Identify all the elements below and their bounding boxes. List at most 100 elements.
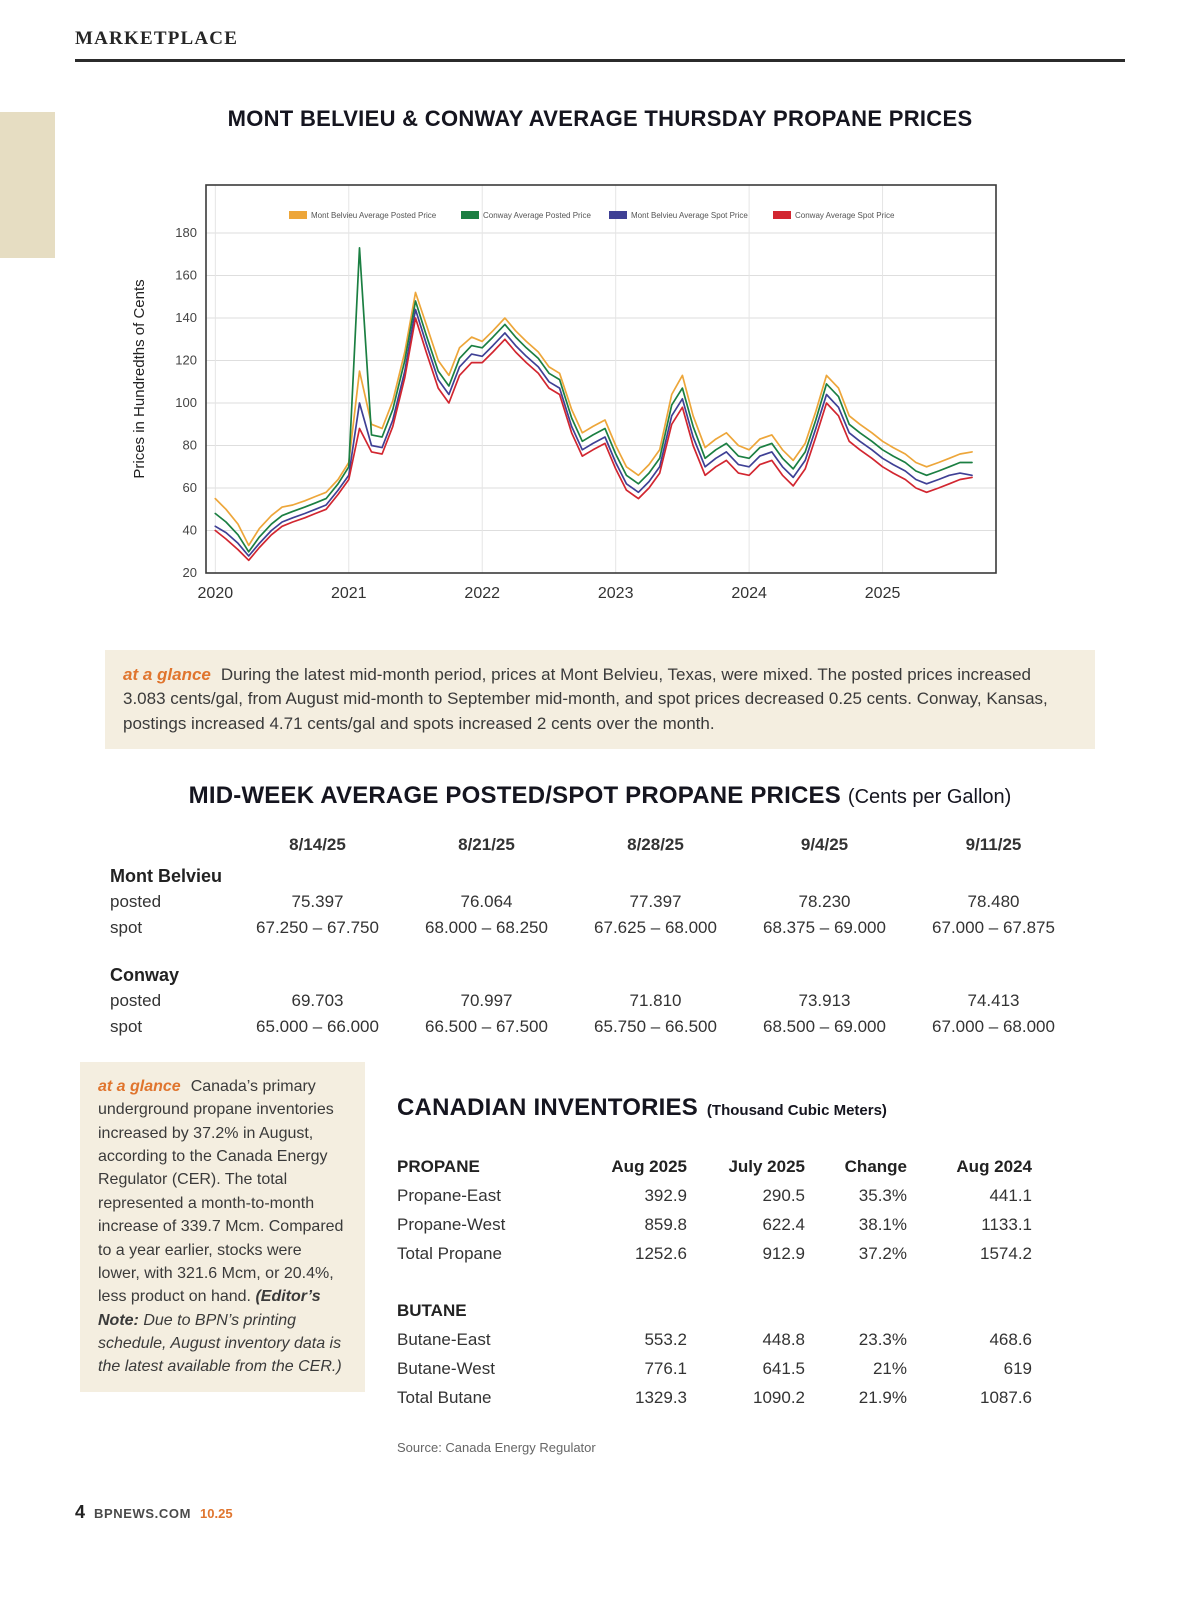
legend-label: Conway Average Posted Price [483, 211, 591, 220]
table-row: Butane-East 553.2 448.8 23.3% 468.6 [397, 1325, 1037, 1354]
row-label: posted [110, 892, 162, 911]
y-tick-label: 140 [175, 310, 197, 325]
section-kicker: MARKETPLACE [75, 28, 239, 49]
price-cell: 69.703 [291, 991, 344, 1010]
table-row: posted 69.703 70.997 71.810 73.913 74.41… [78, 988, 1078, 1014]
y-tick-label: 60 [183, 480, 197, 495]
at-a-glance-label: at a glance [98, 1078, 181, 1095]
propane-price-line-chart: 20 40 60 80 100 120 140 160 180 2020 2021 2022 2023 2… [131, 184, 997, 602]
legend-swatch [289, 211, 307, 219]
inv-cell: 38.1% [858, 1215, 907, 1234]
x-tick-label: 2020 [198, 585, 234, 602]
editors-note-text: Due to BPN’s printing schedule, August i… [98, 1311, 342, 1376]
at-a-glance-inventories-box: at a glance Canada’s primary underground … [80, 1062, 365, 1392]
inv-cell: 290.5 [762, 1186, 805, 1205]
canadian-inventories-title: CANADIAN INVENTORIES [397, 1094, 698, 1121]
price-cell: 67.000 – 68.000 [932, 1017, 1055, 1036]
inv-cell: 553.2 [644, 1330, 687, 1349]
price-cell: 68.375 – 69.000 [763, 918, 886, 937]
table-row: Total Propane 1252.6 912.9 37.2% 1574.2 [397, 1239, 1037, 1268]
at-a-glance-label: at a glance [123, 665, 211, 684]
inv-cell: 1133.1 [981, 1215, 1032, 1234]
inv-cell: 1090.2 [753, 1388, 805, 1407]
table-row: Propane-East 392.9 290.5 35.3% 441.1 [397, 1181, 1037, 1210]
legend-label: Mont Belvieu Average Spot Price [631, 211, 748, 220]
legend-swatch [461, 211, 479, 219]
inv-cell: 23.3% [858, 1330, 907, 1349]
midweek-price-table: 8/14/25 8/21/25 8/28/25 9/4/25 9/11/25 M… [78, 832, 1078, 1040]
series-line [214, 291, 973, 547]
inv-cell: 1252.6 [635, 1244, 687, 1263]
legend-swatch [609, 211, 627, 219]
x-tick-label: 2023 [598, 585, 634, 602]
legend-label: Conway Average Spot Price [795, 211, 895, 220]
price-cell: 76.064 [460, 892, 513, 911]
inv-cell: 1574.2 [980, 1244, 1032, 1263]
y-tick-label: 160 [175, 268, 197, 283]
date-header: 8/21/25 [458, 835, 515, 854]
column-header: July 2025 [728, 1157, 805, 1176]
x-tick-label: 2022 [464, 585, 500, 602]
at-a-glance-prices-box: at a glance During the latest mid-month p… [105, 650, 1095, 749]
inv-cell: 441.1 [989, 1186, 1032, 1205]
y-axis-title: Prices in Hundredths of Cents [131, 279, 148, 478]
at-a-glance-prices-text: During the latest mid-month period, pric… [123, 665, 1048, 733]
footer-issue: 10.25 [200, 1506, 233, 1521]
table-row: Propane-West 859.8 622.4 38.1% 1133.1 [397, 1210, 1037, 1239]
empty-cell [582, 1296, 687, 1325]
date-header: 9/4/25 [800, 835, 849, 854]
section-label-butane: BUTANE [397, 1301, 467, 1320]
y-tick-label: 100 [175, 395, 197, 410]
inv-cell: 622.4 [762, 1215, 805, 1234]
column-header: Aug 2025 [611, 1157, 687, 1176]
price-cell: 78.480 [967, 892, 1020, 911]
price-cell: 78.230 [798, 892, 851, 911]
price-cell: 67.625 – 68.000 [594, 918, 717, 937]
price-cell: 70.997 [460, 991, 513, 1010]
legend-swatch [773, 211, 791, 219]
row-label: Total Butane [397, 1388, 492, 1407]
midweek-title-units: (Cents per Gallon) [847, 786, 1012, 808]
price-cell: 73.913 [798, 991, 851, 1010]
date-header: 8/14/25 [289, 835, 346, 854]
table-spacer [397, 1268, 1037, 1296]
row-label: posted [110, 991, 162, 1010]
series-line [214, 317, 973, 562]
empty-cell [907, 1296, 1032, 1325]
footer-site: BPNEWS.COM [94, 1506, 192, 1521]
inv-cell: 21.9% [858, 1388, 907, 1407]
row-label: Butane-West [397, 1359, 495, 1378]
price-cell: 71.810 [629, 991, 682, 1010]
row-label: Propane-West [397, 1215, 506, 1234]
table-header-row: BUTANE [397, 1296, 1037, 1325]
price-cell: 75.397 [291, 892, 344, 911]
price-cell: 67.250 – 67.750 [256, 918, 379, 937]
inv-cell: 1087.6 [980, 1388, 1032, 1407]
column-header: Change [844, 1157, 907, 1176]
table-row: spot 67.250 – 67.750 68.000 – 68.250 67.… [78, 915, 1078, 941]
row-label: spot [110, 918, 143, 937]
canadian-inventories-title-row: CANADIAN INVENTORIES (Thousand Cubic Mete… [397, 1094, 1037, 1122]
date-header: 9/11/25 [965, 835, 1022, 854]
page-number: 4 [75, 1502, 86, 1522]
inv-cell: 1329.3 [635, 1388, 687, 1407]
column-header: Aug 2024 [956, 1157, 1032, 1176]
row-label: Propane-East [397, 1186, 501, 1205]
page-footer: 4 BPNEWS.COM 10.25 [75, 1502, 233, 1523]
table-row: spot 65.000 – 66.000 66.500 – 67.500 65.… [78, 1014, 1078, 1040]
inv-cell: 35.3% [858, 1186, 907, 1205]
table-row: Butane-West 776.1 641.5 21% 619 [397, 1354, 1037, 1383]
inv-cell: 37.2% [858, 1244, 907, 1263]
group-label-mont-belvieu: Mont Belvieu [110, 866, 223, 886]
price-cell: 65.000 – 66.000 [256, 1017, 379, 1036]
inv-cell: 21% [872, 1359, 907, 1378]
price-cell: 68.500 – 69.000 [763, 1017, 886, 1036]
row-label: spot [110, 1017, 143, 1036]
table-row: posted 75.397 76.064 77.397 78.230 78.48… [78, 889, 1078, 915]
price-cell: 74.413 [967, 991, 1020, 1010]
inv-cell: 859.8 [644, 1215, 687, 1234]
chart-title: MONT BELVIEU & CONWAY AVERAGE THURSDAY P… [227, 106, 973, 131]
inv-cell: 776.1 [644, 1359, 687, 1378]
canadian-inventories-units: (Thousand Cubic Meters) [706, 1102, 887, 1119]
table-row: Total Butane 1329.3 1090.2 21.9% 1087.6 [397, 1383, 1037, 1412]
